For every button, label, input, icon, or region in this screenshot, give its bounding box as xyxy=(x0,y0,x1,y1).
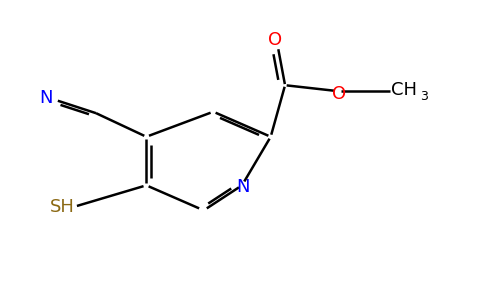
Text: 3: 3 xyxy=(420,90,428,103)
Text: N: N xyxy=(237,178,250,196)
Text: SH: SH xyxy=(50,198,75,216)
Text: O: O xyxy=(269,31,283,49)
Text: CH: CH xyxy=(391,81,417,99)
Text: N: N xyxy=(40,89,53,107)
Text: O: O xyxy=(332,85,346,103)
